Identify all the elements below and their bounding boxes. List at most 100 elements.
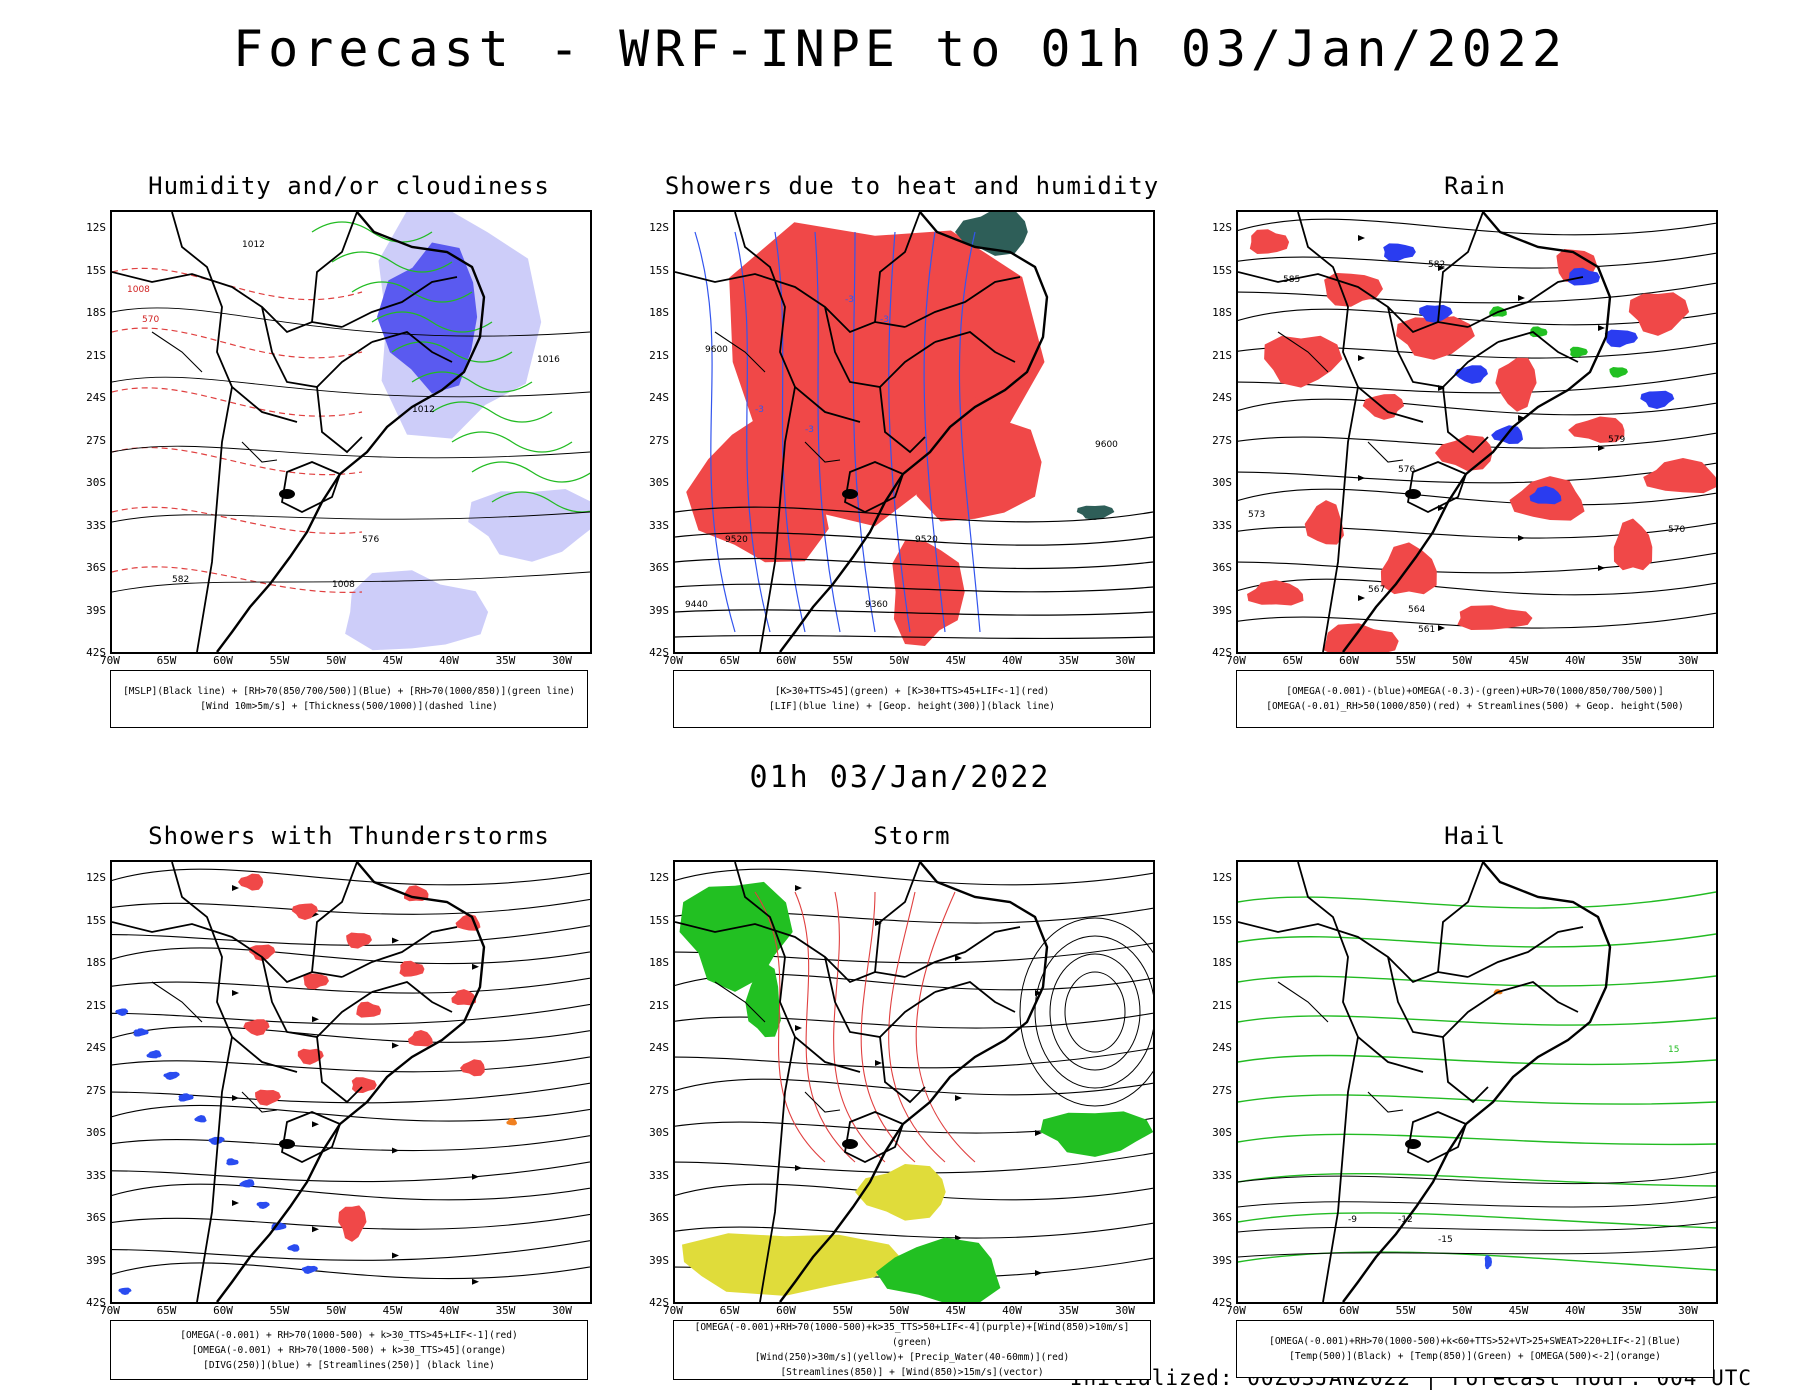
country-border	[1467, 926, 1584, 978]
country-border	[112, 271, 343, 334]
rh-green-contour	[431, 401, 553, 423]
longitude-tick-label: 70W	[663, 654, 683, 667]
latitude-tick-label: 36S	[1212, 561, 1232, 574]
latitude-tick-label: 33S	[649, 1168, 669, 1182]
thickness-dashed-contour	[112, 327, 363, 359]
country-border	[1442, 1036, 1489, 1104]
forecast-map	[673, 860, 1155, 1304]
country-border	[1238, 921, 1469, 984]
map-canvas	[675, 862, 1153, 1302]
lif-contour	[734, 231, 771, 633]
streamline-arrow	[472, 963, 479, 970]
lif-contour	[888, 231, 911, 633]
temp-500-contour	[1238, 1171, 1716, 1185]
lake-feature	[279, 1139, 295, 1149]
country-border	[874, 212, 921, 323]
streamline-arrow	[875, 920, 882, 926]
streamline-arrow	[795, 1165, 802, 1171]
country-border	[1238, 271, 1469, 334]
latitude-tick-label: 18S	[1212, 956, 1232, 969]
omega-rh-red-region	[1396, 316, 1475, 360]
geopotential-label: 579	[1608, 435, 1625, 445]
latitude-tick-label: 21S	[649, 998, 669, 1012]
state-border	[1277, 331, 1329, 373]
legend-line: [Temp(500)](Black) + [Temp(850)](Green) …	[1289, 1351, 1661, 1362]
temperature-label: 15	[1668, 1045, 1679, 1055]
longitude-tick-label: 40W	[1565, 1304, 1585, 1317]
streamline-arrow	[472, 1278, 479, 1285]
temp-500-contour	[1238, 1221, 1716, 1233]
latitude-tick-label: 27S	[1212, 1083, 1232, 1097]
streamline-arrow	[1358, 595, 1365, 601]
omega-rh-red-region	[1323, 623, 1399, 652]
longitude-tick-label: 55W	[832, 654, 853, 667]
latitude-tick-label: 36S	[1212, 1211, 1232, 1224]
streamline-arrow	[1598, 445, 1605, 451]
streamline-850	[675, 1222, 1153, 1239]
longitude-tick-label: 65W	[156, 1304, 177, 1317]
latitude-tick-label: 24S	[649, 391, 669, 404]
coastline	[779, 212, 1049, 652]
geopotential-label: 561	[1418, 625, 1435, 635]
precip-water-contour	[860, 891, 916, 1163]
mslp-contour	[112, 571, 590, 593]
legend-line: [Wind 10m>5m/s] + [Thickness(500/1000)](…	[200, 701, 498, 712]
geopotential-contour	[675, 609, 1153, 616]
streamline-850	[675, 868, 1153, 886]
streamline-850	[675, 1152, 1153, 1174]
latitude-tick-label: 21S	[86, 998, 106, 1012]
omega-green-region	[1569, 346, 1588, 358]
lif-contour	[852, 231, 876, 633]
longitude-tick-label: 45W	[1508, 654, 1529, 667]
temp-850-contour	[1238, 975, 1716, 987]
latitude-tick-label: 36S	[86, 561, 106, 574]
temp-850-contour	[1238, 1133, 1716, 1146]
latitude-tick-label: 42S	[1212, 1296, 1232, 1309]
isobar-label: 1008	[332, 580, 355, 590]
isobar-label: 576	[362, 535, 379, 545]
streamline-500	[1238, 252, 1716, 269]
streamline-arrow	[1598, 565, 1605, 571]
longitude-tick-label: 30W	[1678, 654, 1698, 667]
streamline-arrow	[1518, 535, 1525, 541]
streamline-250	[112, 1213, 590, 1230]
longitude-tick-label: 70W	[1226, 654, 1246, 667]
longitude-tick-label: 60W	[776, 654, 796, 667]
state-border	[1367, 441, 1404, 463]
country-border	[1442, 386, 1489, 454]
forecast-map	[110, 860, 592, 1304]
latitude-tick-label: 39S	[1212, 1253, 1232, 1267]
thunderstorm-red-region	[399, 960, 425, 977]
longitude-tick-label: 30W	[1678, 1304, 1698, 1317]
streamline-arrow	[392, 1147, 399, 1154]
country-border	[1467, 276, 1584, 328]
thunderstorm-orange-region	[506, 1118, 517, 1126]
streamline-arrow	[1035, 1270, 1042, 1276]
latitude-tick-label: 42S	[86, 646, 106, 659]
map-canvas: 1012 1008 1016 570 576 582 1008 1012	[112, 212, 590, 652]
wind-250-yellow-region	[855, 1164, 946, 1221]
latitude-tick-label: 30S	[649, 476, 669, 489]
longitude-tick-label: 45W	[1508, 1304, 1529, 1317]
isobar-label: 1008	[127, 285, 150, 295]
streamline-250	[112, 1056, 590, 1073]
rh-green-contour	[451, 431, 573, 453]
latitude-tick-label: 12S	[86, 221, 106, 234]
latitude-tick-label: 33S	[1212, 1168, 1232, 1182]
panel-legend: [K>30+TTS>45](green) + [K>30+TTS>45+LIF<…	[673, 670, 1151, 728]
lif-label: -3	[880, 315, 889, 325]
latitude-tick-label: 18S	[649, 306, 669, 319]
geopotential-label: 9600	[705, 345, 728, 355]
country-border	[824, 956, 936, 1038]
omega-rh-red-region	[1264, 335, 1343, 388]
omega-blue-region	[1567, 267, 1601, 286]
latitude-tick-label: 15S	[86, 263, 106, 277]
streamline-arrow	[1358, 355, 1365, 361]
country-border	[171, 212, 298, 423]
longitude-tick-label: 55W	[1395, 654, 1416, 667]
temp-850-contour	[1238, 1251, 1716, 1271]
country-border	[1497, 981, 1579, 1013]
streamline-250	[112, 977, 590, 994]
omega-rh-red-region	[1628, 292, 1690, 336]
longitude-tick-label: 65W	[719, 654, 740, 667]
